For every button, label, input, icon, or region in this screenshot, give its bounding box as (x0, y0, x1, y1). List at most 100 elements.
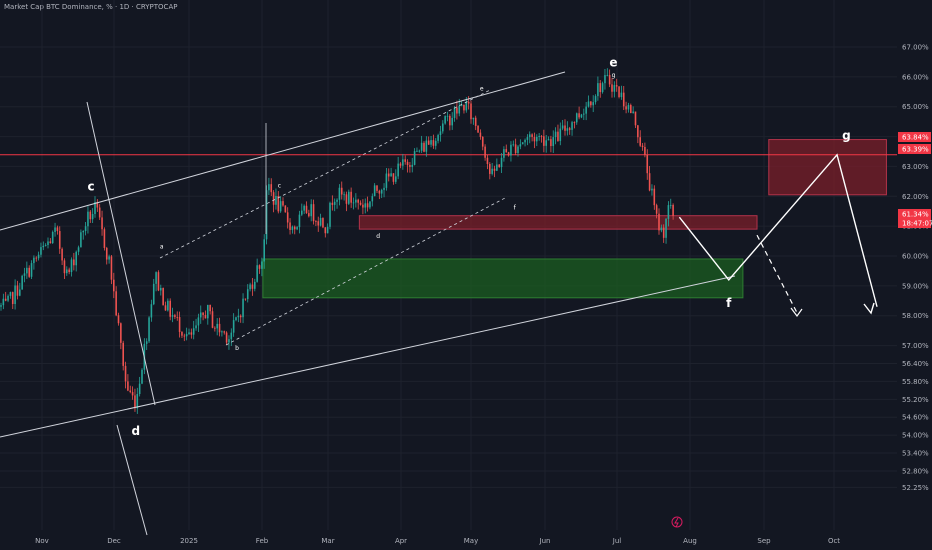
y-tick-15: 54.00% (902, 432, 929, 440)
candle-body-210 (493, 168, 496, 171)
candle-body-77 (181, 331, 183, 336)
candle-body-237 (557, 131, 559, 141)
candle-body-152 (357, 199, 359, 203)
candle-body-262 (615, 85, 618, 87)
candle-body-87 (204, 314, 207, 319)
candle-body-16 (37, 254, 40, 259)
candle-body-17 (40, 247, 42, 255)
candle-body-42 (98, 207, 101, 218)
y-tick-9: 58.00% (902, 312, 929, 320)
candle-body-284 (667, 205, 670, 219)
wave-label-e-6: e (480, 85, 484, 92)
candle-body-137 (322, 218, 324, 228)
candle-body-254 (597, 83, 599, 97)
resistance-zone-2 (768, 139, 887, 196)
candle-body-50 (117, 315, 120, 324)
candle-body-93 (218, 323, 221, 333)
candle-body-166 (390, 173, 392, 177)
candle-body-235 (552, 137, 555, 147)
wave-label-f-10: f (726, 296, 732, 310)
candle-body-96 (225, 332, 228, 343)
candle-body-277 (651, 188, 653, 191)
candle-body-72 (169, 300, 171, 317)
candle-body-161 (378, 190, 381, 194)
x-tick-feb: Feb (256, 537, 269, 545)
candle-body-192 (451, 117, 453, 126)
candle-body-258 (606, 74, 609, 76)
candle-body-30 (70, 259, 73, 273)
candle-body-32 (75, 251, 77, 266)
candle-body-266 (625, 106, 627, 110)
candle-body-222 (521, 142, 524, 145)
candle-body-216 (507, 152, 510, 156)
candle-body-60 (141, 369, 143, 384)
candle-body-205 (481, 136, 484, 147)
projection-arrowhead (863, 302, 875, 315)
candle-body-224 (526, 137, 529, 140)
y-tick-8: 59.00% (902, 282, 929, 290)
candle-body-55 (129, 390, 132, 393)
candle-body-244 (573, 122, 576, 124)
candle-body-154 (362, 204, 364, 208)
candle-body-53 (124, 365, 127, 382)
price-axis[interactable]: 67.00%66.00%65.00%64.00%63.00%62.00%61.0… (897, 0, 932, 550)
candle-body-183 (430, 140, 432, 145)
candle-body-118 (277, 196, 280, 212)
candle-body-226 (531, 134, 533, 137)
candle-body-7 (16, 285, 19, 296)
candle-body-179 (420, 142, 423, 151)
candle-body-167 (392, 173, 395, 182)
candle-body-171 (402, 159, 404, 166)
candle-body-248 (583, 113, 585, 115)
candle-body-197 (463, 104, 465, 111)
candle-body-241 (566, 128, 569, 131)
price-tag-0: 63.84% (902, 134, 929, 142)
candle-body-269 (632, 111, 634, 114)
candle-body-219 (514, 144, 517, 154)
candle-body-123 (289, 222, 291, 230)
candle-body-157 (369, 201, 371, 208)
candle-body-168 (395, 176, 397, 182)
candle-body-151 (355, 199, 357, 203)
grid (0, 0, 897, 530)
candle-body-39 (91, 213, 94, 220)
candle-body-27 (63, 260, 66, 274)
candle-body-76 (178, 317, 181, 332)
candle-body-84 (197, 317, 200, 326)
candle-body-139 (326, 226, 329, 234)
candle-body-35 (82, 230, 85, 233)
candle-body-83 (195, 325, 197, 329)
candle-body-208 (489, 163, 491, 174)
candle-body-99 (232, 320, 235, 333)
x-tick-mar: Mar (321, 537, 334, 545)
candle-body-141 (331, 202, 334, 205)
candle-body-212 (498, 164, 500, 168)
candle-body-43 (101, 217, 103, 230)
alt-projection-path (756, 234, 798, 314)
candle-body-240 (564, 125, 566, 131)
candle-body-172 (404, 159, 406, 162)
candle-body-122 (286, 212, 289, 223)
candle-body-265 (622, 92, 625, 107)
price-axis-bg (897, 0, 932, 550)
candle-body-185 (434, 140, 437, 146)
candle-body-11 (26, 267, 28, 274)
price-tag-3: 18:47:07 (902, 220, 932, 228)
candle-body-58 (136, 394, 139, 409)
candle-body-170 (399, 163, 402, 166)
x-tick-jul: Jul (612, 537, 622, 545)
candle-body-56 (131, 392, 134, 396)
candle-body-86 (202, 312, 204, 315)
candle-body-91 (214, 327, 216, 329)
candle-body-2 (4, 298, 7, 301)
candle-body-264 (620, 92, 623, 98)
candle-body-276 (648, 173, 651, 191)
candle-body-54 (127, 381, 129, 391)
time-axis[interactable]: Nov Dec 2025 Feb Mar Apr May Jun Jul Aug Sep Oct (35, 537, 840, 545)
candle-body-261 (613, 85, 616, 92)
candle-body-249 (585, 106, 587, 114)
candle-body-29 (68, 269, 70, 273)
candle-body-49 (115, 291, 117, 316)
